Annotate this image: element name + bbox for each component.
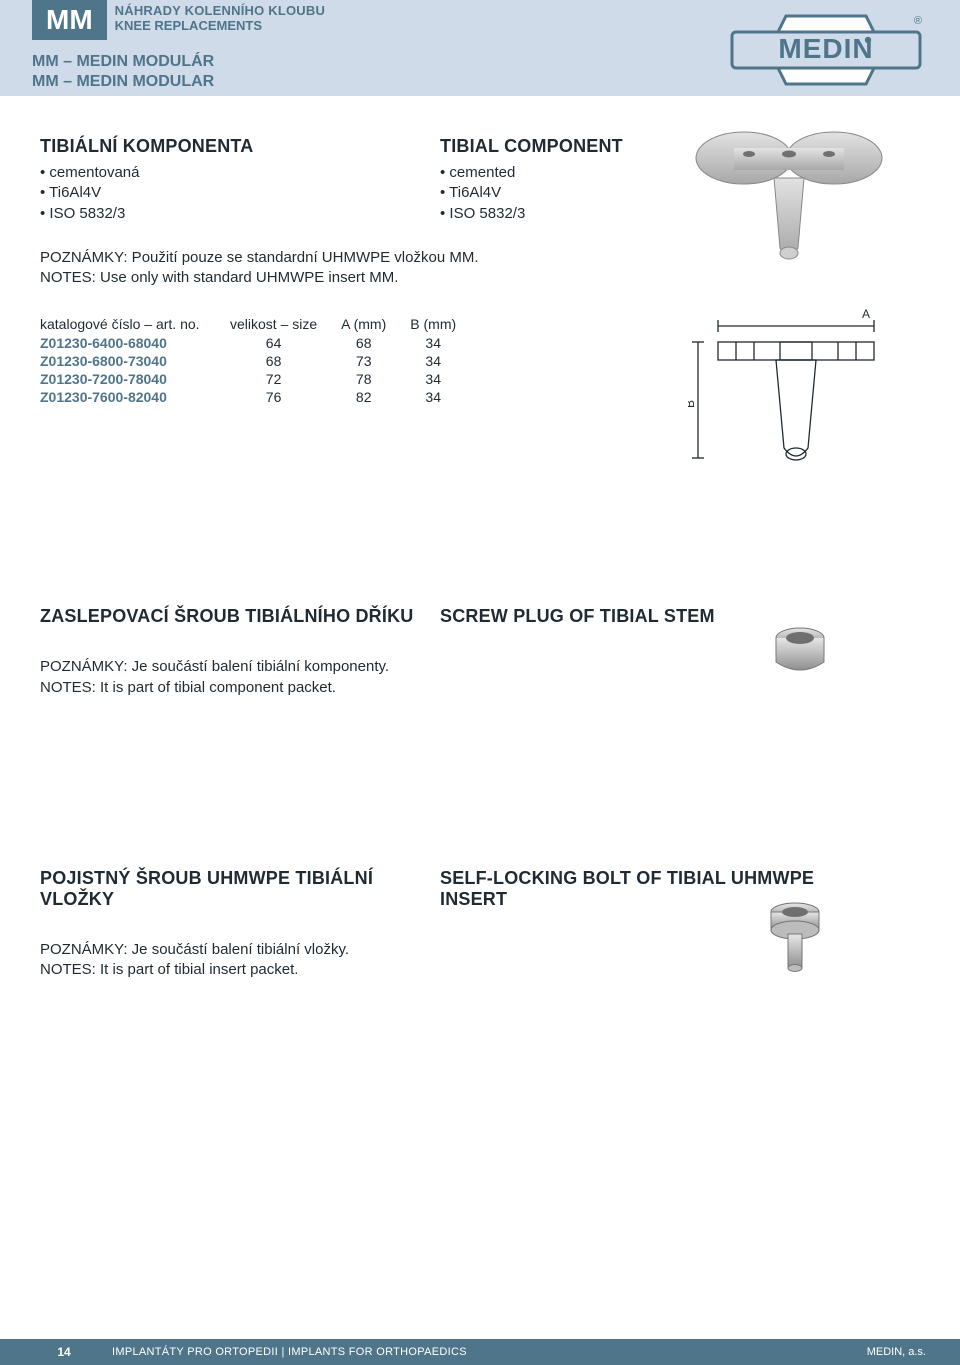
cell: 34 bbox=[410, 388, 480, 406]
self-locking-bolt-render-icon bbox=[760, 898, 830, 978]
cell: 68 bbox=[341, 334, 410, 352]
col-header: katalogové číslo – art. no. bbox=[40, 316, 230, 334]
svg-text:®: ® bbox=[914, 15, 922, 27]
bullet: cementovaná bbox=[40, 163, 440, 183]
brand-logo: MEDIN ® bbox=[726, 10, 926, 86]
section1-col-cz: TIBIÁLNÍ KOMPONENTA cementovaná Ti6Al4V … bbox=[40, 136, 440, 224]
product-code-badge: MM bbox=[32, 0, 107, 40]
section1-bullets-cz: cementovaná Ti6Al4V ISO 5832/3 bbox=[40, 163, 440, 224]
tibial-component-render-icon bbox=[674, 118, 904, 268]
footer-text: IMPLANTÁTY PRO ORTOPEDII | IMPLANTS FOR … bbox=[112, 1346, 467, 1358]
table-row: Z01230-6400-68040 64 68 34 bbox=[40, 334, 480, 352]
bullet: Ti6Al4V bbox=[40, 183, 440, 203]
bullet: ISO 5832/3 bbox=[40, 204, 440, 224]
cell: 68 bbox=[230, 352, 341, 370]
table-header-row: katalogové číslo – art. no. velikost – s… bbox=[40, 316, 480, 334]
cell: 78 bbox=[341, 370, 410, 388]
cell: 76 bbox=[230, 388, 341, 406]
cell-artno: Z01230-7200-78040 bbox=[40, 370, 230, 388]
screw-plug-render-icon bbox=[760, 618, 840, 688]
footer-page-number: 14 bbox=[32, 1345, 96, 1359]
note-en: NOTES: Use only with standard UHMWPE ins… bbox=[40, 268, 920, 288]
product-code: MM bbox=[46, 4, 93, 36]
cell-artno: Z01230-6800-73040 bbox=[40, 352, 230, 370]
table-row: Z01230-7600-82040 76 82 34 bbox=[40, 388, 480, 406]
cell: 73 bbox=[341, 352, 410, 370]
header-title-en: KNEE REPLACEMENTS bbox=[115, 18, 325, 33]
subheader-cz: MM – MEDIN MODULÁR bbox=[32, 52, 214, 72]
cell: 82 bbox=[341, 388, 410, 406]
section1-title-cz: TIBIÁLNÍ KOMPONENTA bbox=[40, 136, 440, 157]
spec-table: katalogové číslo – art. no. velikost – s… bbox=[40, 316, 480, 406]
cell: 34 bbox=[410, 352, 480, 370]
header-title-cz: NÁHRADY KOLENNÍHO KLOUBU bbox=[115, 3, 325, 18]
cell-artno: Z01230-6400-68040 bbox=[40, 334, 230, 352]
cell: 34 bbox=[410, 370, 480, 388]
footer-company: MEDIN, a.s. bbox=[867, 1346, 926, 1358]
diagram-label-B: B bbox=[688, 400, 697, 408]
table-row: Z01230-7200-78040 72 78 34 bbox=[40, 370, 480, 388]
cell: 34 bbox=[410, 334, 480, 352]
svg-text:MEDIN: MEDIN bbox=[778, 33, 873, 64]
cell: 64 bbox=[230, 334, 341, 352]
subheader: MM – MEDIN MODULÁR MM – MEDIN MODULAR bbox=[32, 52, 214, 92]
col-header: velikost – size bbox=[230, 316, 341, 334]
section2-title-cz: ZASLEPOVACÍ ŠROUB TIBIÁLNÍHO DŘÍKU bbox=[40, 606, 440, 627]
col-header: B (mm) bbox=[410, 316, 480, 334]
cell: 72 bbox=[230, 370, 341, 388]
footer-band: 14 IMPLANTÁTY PRO ORTOPEDII | IMPLANTS F… bbox=[0, 1339, 960, 1365]
tibial-component-diagram-icon: A B bbox=[688, 298, 888, 468]
table-row: Z01230-6800-73040 68 73 34 bbox=[40, 352, 480, 370]
cell-artno: Z01230-7600-82040 bbox=[40, 388, 230, 406]
section3-title-cz: POJISTNÝ ŠROUB UHMWPE TIBIÁLNÍ VLOŽKY bbox=[40, 868, 440, 910]
col-header: A (mm) bbox=[341, 316, 410, 334]
diagram-label-A: A bbox=[862, 307, 870, 321]
subheader-en: MM – MEDIN MODULAR bbox=[32, 72, 214, 92]
header-band: MM NÁHRADY KOLENNÍHO KLOUBU KNEE REPLACE… bbox=[0, 0, 960, 96]
